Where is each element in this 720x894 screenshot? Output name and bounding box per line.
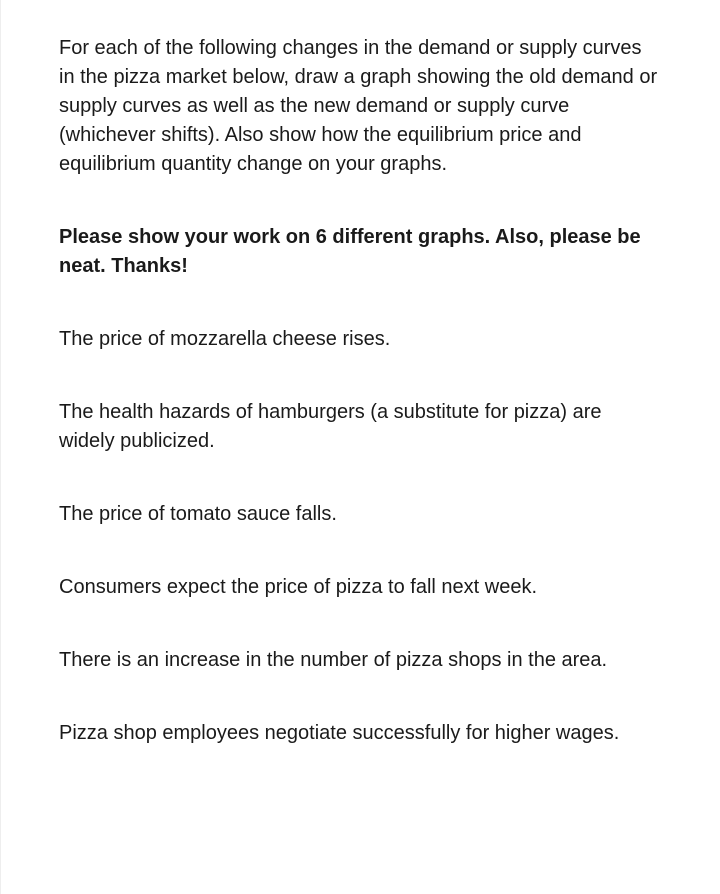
intro-paragraph: For each of the following changes in the… [59, 34, 662, 179]
scenario-item: There is an increase in the number of pi… [59, 646, 662, 675]
document-page: For each of the following changes in the… [0, 0, 720, 894]
instruction-paragraph: Please show your work on 6 different gra… [59, 223, 662, 281]
scenario-item: The health hazards of hamburgers (a subs… [59, 398, 662, 456]
scenario-item: Consumers expect the price of pizza to f… [59, 573, 662, 602]
scenario-item: Pizza shop employees negotiate successfu… [59, 719, 662, 748]
scenario-item: The price of tomato sauce falls. [59, 500, 662, 529]
scenario-item: The price of mozzarella cheese rises. [59, 325, 662, 354]
